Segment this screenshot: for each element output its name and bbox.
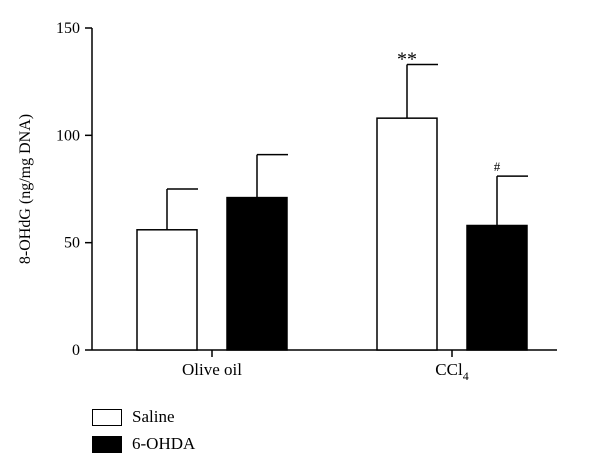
legend-swatch-saline bbox=[92, 408, 122, 426]
x-category-label: Olive oil bbox=[182, 360, 242, 379]
y-tick-label: 150 bbox=[56, 20, 80, 37]
bar-saline bbox=[376, 117, 438, 351]
bar-6-ohda bbox=[466, 224, 528, 351]
y-tick-label: 50 bbox=[64, 235, 80, 252]
legend-label-6-ohda: 6-OHDA bbox=[132, 434, 196, 453]
bar-6-ohda bbox=[226, 196, 288, 351]
y-axis-label: 8-OHdG (ng/mg DNA) bbox=[17, 114, 34, 264]
legend-item-6-ohda: 6-OHDA bbox=[92, 432, 195, 456]
significance-annotation: ** bbox=[397, 48, 417, 70]
legend-item-saline: Saline bbox=[92, 405, 195, 429]
legend-label-saline: Saline bbox=[132, 407, 175, 426]
legend: Saline 6-OHDA bbox=[92, 405, 195, 459]
legend-swatch-6-ohda bbox=[92, 435, 122, 453]
bar-saline bbox=[136, 229, 198, 351]
significance-annotation: # bbox=[494, 159, 501, 174]
bar-chart: 0 50 100 150 8-OHdG (ng/mg DNA) Olive oil CCl4… bbox=[17, 20, 557, 383]
x-category-label: CCl4 bbox=[435, 360, 468, 383]
y-tick-label: 0 bbox=[72, 342, 80, 359]
y-tick-label: 100 bbox=[56, 127, 80, 144]
